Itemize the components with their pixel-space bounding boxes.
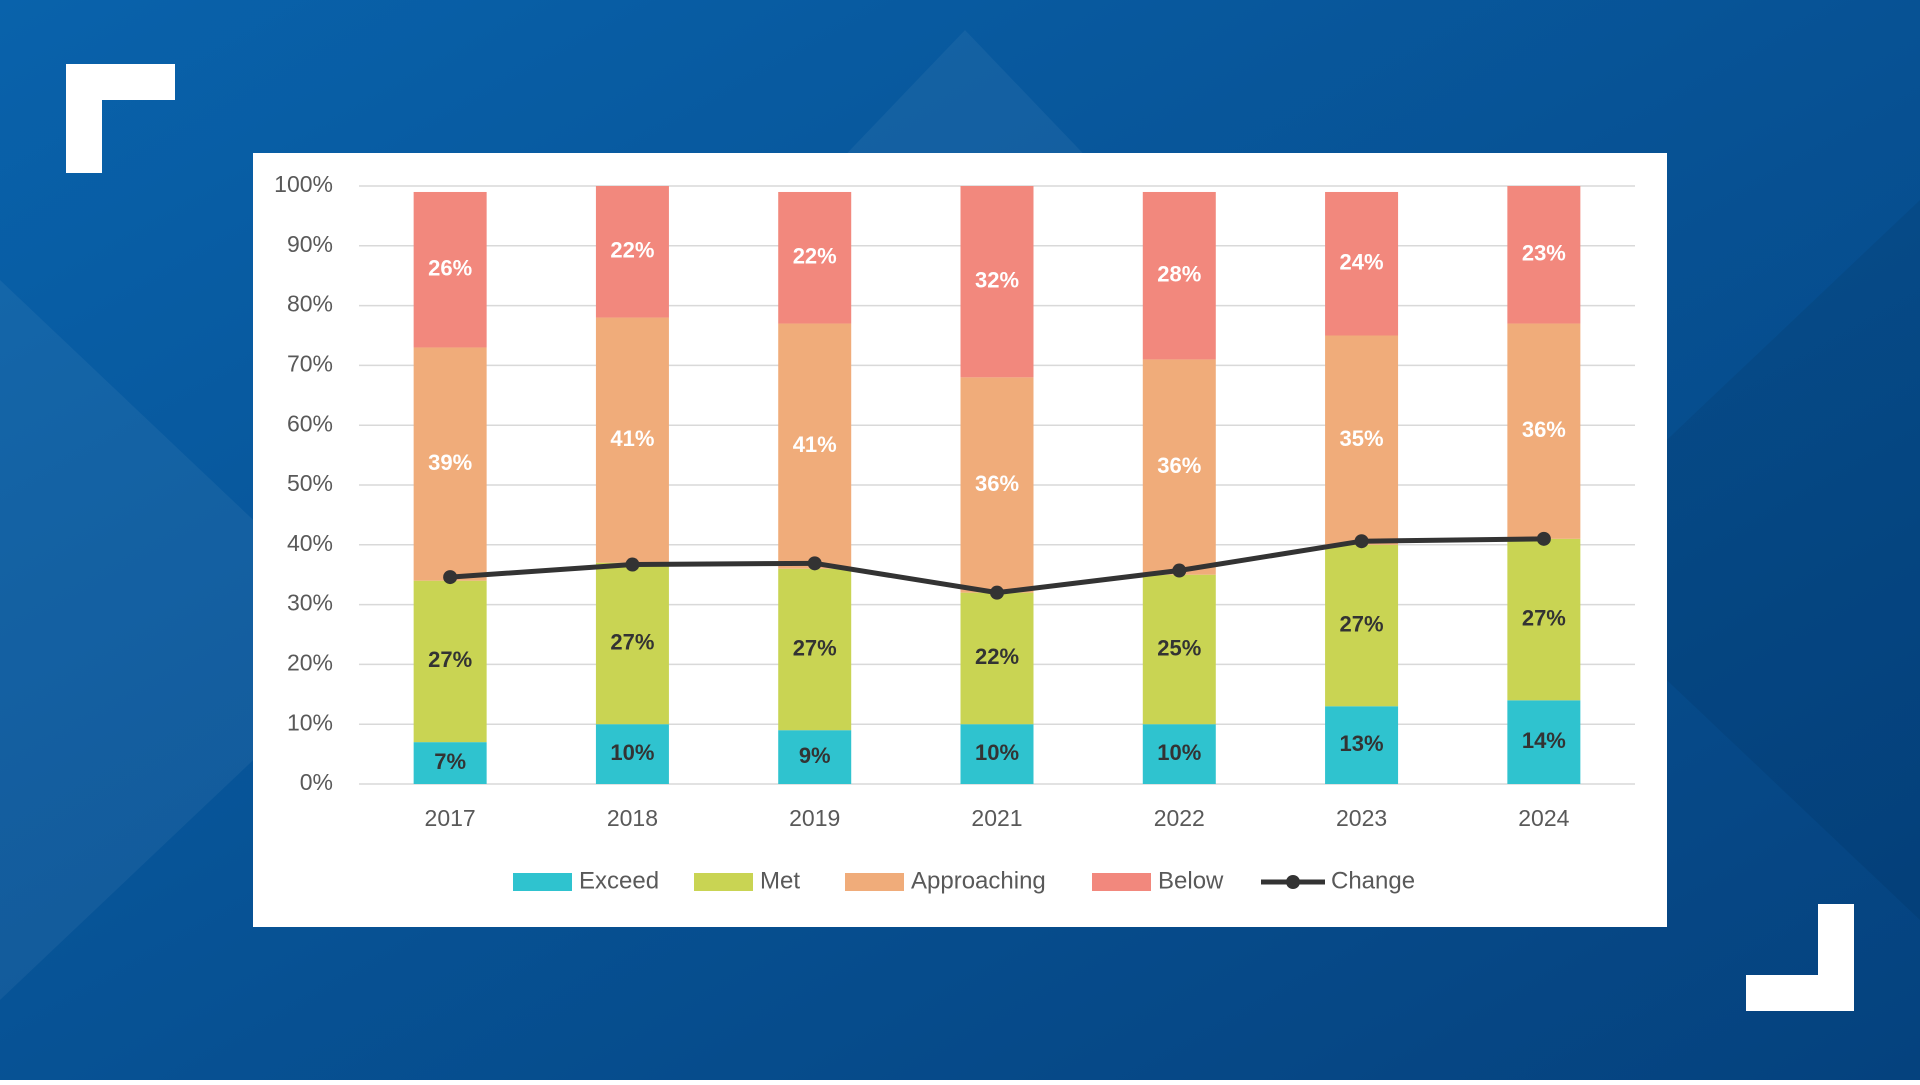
y-tick-label: 50% xyxy=(287,470,333,496)
bar-segment xyxy=(778,323,852,569)
data-label: 22% xyxy=(610,238,654,263)
data-label: 10% xyxy=(610,740,654,765)
chart: 0% 10% 20% 30% 40% 50% 60% 70% 80% 90% 100% 2017 201… xyxy=(274,171,1635,894)
data-label: 27% xyxy=(428,647,472,672)
bar-segment xyxy=(1325,706,1399,784)
bar-segment xyxy=(1142,359,1216,575)
bar-segment xyxy=(1507,186,1581,324)
legend-label: Met xyxy=(760,867,800,894)
data-label: 41% xyxy=(793,432,837,457)
y-tick-label: 20% xyxy=(287,649,333,675)
data-label: 27% xyxy=(1340,611,1384,636)
bar-segment xyxy=(960,377,1034,593)
bar-segment xyxy=(1325,544,1399,707)
y-tick-label: 100% xyxy=(274,171,333,197)
x-tick-label: 2019 xyxy=(789,805,840,831)
data-label: 10% xyxy=(1157,740,1201,765)
bar-segment xyxy=(960,724,1034,784)
data-label: 7% xyxy=(434,749,466,774)
bar-segment xyxy=(595,724,669,784)
data-label: 9% xyxy=(799,743,831,768)
legend-swatch xyxy=(1286,875,1300,889)
data-label: 39% xyxy=(428,450,472,475)
line-marker xyxy=(625,557,640,572)
x-tick-label: 2023 xyxy=(1336,805,1387,831)
line-marker xyxy=(1354,534,1369,549)
data-label: 23% xyxy=(1522,241,1566,266)
bar-segment xyxy=(1325,335,1399,545)
legend-label: Approaching xyxy=(911,867,1046,894)
legend-swatch xyxy=(694,873,753,891)
bar-segment xyxy=(778,730,852,784)
decor xyxy=(1540,200,1920,920)
bar-segment xyxy=(413,191,487,348)
bar-segment xyxy=(1507,538,1581,701)
legend-label: Below xyxy=(1158,867,1224,894)
bar-segment xyxy=(1325,191,1399,336)
y-tick-label: 70% xyxy=(287,350,333,376)
legend-label: Exceed xyxy=(579,867,659,894)
y-tick-label: 0% xyxy=(300,769,333,795)
bar-segment xyxy=(413,347,487,581)
data-label: 36% xyxy=(1522,417,1566,442)
data-label: 36% xyxy=(1157,453,1201,478)
data-label: 10% xyxy=(975,740,1019,765)
bar-segment xyxy=(778,568,852,731)
legend-swatch xyxy=(1092,873,1151,891)
x-tick-label: 2024 xyxy=(1518,805,1569,831)
legend-swatch xyxy=(513,873,572,891)
line-marker xyxy=(1536,531,1551,546)
data-label: 24% xyxy=(1340,250,1384,275)
bar-segment xyxy=(1507,700,1581,784)
line-marker xyxy=(1172,563,1187,578)
corner-bracket xyxy=(1746,904,1854,1011)
bar-segment xyxy=(595,317,669,563)
decor xyxy=(0,280,380,1000)
y-tick-label: 80% xyxy=(287,291,333,317)
x-tick-label: 2022 xyxy=(1154,805,1205,831)
line-marker xyxy=(990,585,1004,600)
bar-segment xyxy=(1142,191,1216,360)
data-label: 35% xyxy=(1340,426,1384,451)
data-label: 27% xyxy=(1522,605,1566,630)
data-label: 22% xyxy=(793,244,837,269)
line-marker xyxy=(807,556,822,571)
y-tick-label: 10% xyxy=(287,709,333,735)
data-label: 13% xyxy=(1340,731,1384,756)
bar-segment xyxy=(595,562,669,725)
bar-segment xyxy=(960,186,1034,378)
data-label: 25% xyxy=(1157,635,1201,660)
data-label: 14% xyxy=(1522,728,1566,753)
bar-segment xyxy=(595,186,669,318)
bar-segment xyxy=(1507,323,1581,539)
legend-label: Change xyxy=(1331,867,1415,894)
bar-segment xyxy=(1142,574,1216,725)
corner-bracket xyxy=(66,64,175,173)
bar-segment xyxy=(1142,724,1216,784)
data-label: 27% xyxy=(793,635,837,660)
data-label: 26% xyxy=(428,256,472,281)
data-label: 27% xyxy=(610,629,654,654)
y-tick-label: 30% xyxy=(287,590,333,616)
y-tick-label: 60% xyxy=(287,410,333,436)
bar-segment xyxy=(413,742,487,784)
y-tick-label: 90% xyxy=(287,231,333,257)
data-label: 22% xyxy=(975,644,1019,669)
y-tick-label: 40% xyxy=(287,530,333,556)
bar-segment xyxy=(960,592,1034,725)
data-label: 32% xyxy=(975,267,1019,292)
x-tick-label: 2017 xyxy=(425,805,476,831)
bar-segment xyxy=(778,191,852,324)
line-marker xyxy=(443,570,458,585)
data-label: 28% xyxy=(1157,262,1201,287)
x-tick-label: 2021 xyxy=(971,805,1022,831)
x-tick-label: 2018 xyxy=(607,805,658,831)
data-label: 41% xyxy=(610,426,654,451)
legend-swatch xyxy=(845,873,904,891)
bar-segment xyxy=(413,580,487,743)
data-label: 36% xyxy=(975,471,1019,496)
